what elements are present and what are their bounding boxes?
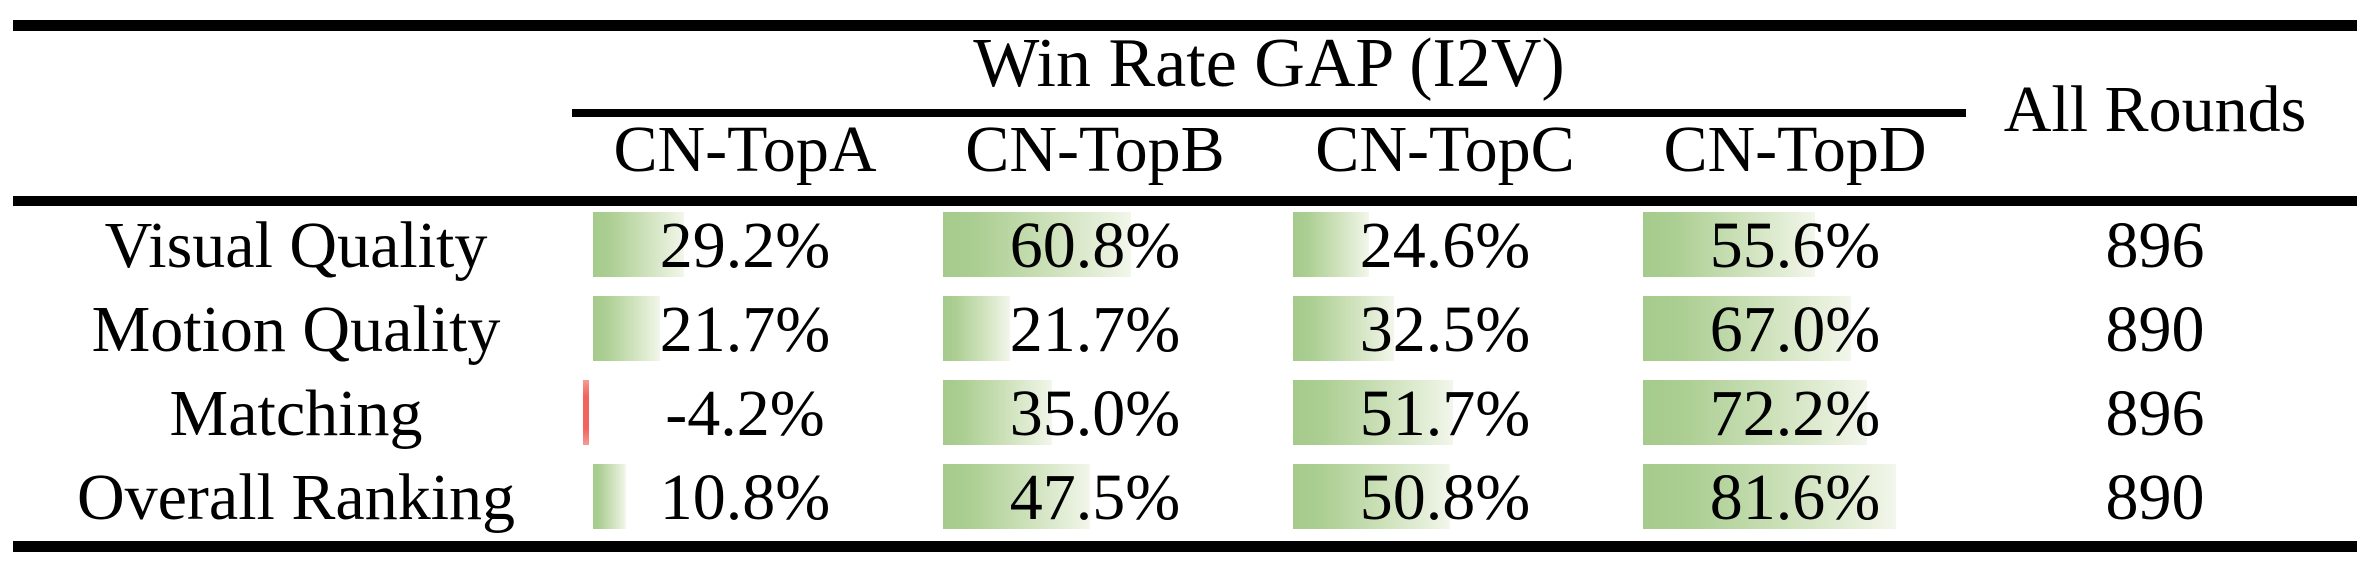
win-rate-cell: 35.0%: [943, 372, 1247, 456]
win-rate-value: 72.2%: [1709, 377, 1881, 450]
win-rate-cell: 10.8%: [593, 456, 897, 540]
win-rate-value: 24.6%: [1359, 209, 1531, 282]
all-rounds-value: 890: [2105, 461, 2205, 534]
group-header-underline: [572, 109, 1966, 117]
all-rounds-value: 896: [2105, 209, 2205, 282]
win-rate-bar: [1293, 464, 1450, 529]
all-rounds-value: 896: [2105, 377, 2205, 450]
table-bottom-rule: [13, 541, 2357, 552]
win-rate-cell: 32.5%: [1293, 288, 1597, 372]
win-rate-cell: 47.5%: [943, 456, 1247, 540]
row-label: Matching: [169, 377, 423, 450]
group-header-win-rate-gap: Win Rate GAP (I2V): [973, 25, 1565, 102]
win-rate-value: 60.8%: [1009, 209, 1181, 282]
column-header-cn-topd: CN-TopD: [1663, 113, 1927, 186]
table-row-visual-quality: Visual Quality 29.2% 60.8% 24.6% 55.6% 8…: [0, 204, 2374, 288]
all-rounds-value: 890: [2105, 293, 2205, 366]
table-row-motion-quality: Motion Quality 21.7% 21.7% 32.5% 67.0% 8…: [0, 288, 2374, 372]
win-rate-cell: 72.2%: [1643, 372, 1947, 456]
win-rate-value: 51.7%: [1359, 377, 1531, 450]
column-header-cn-topb: CN-TopB: [965, 113, 1225, 186]
win-rate-value: 32.5%: [1359, 293, 1531, 366]
win-rate-bar: [1643, 212, 1815, 277]
win-rate-bar: [943, 380, 1052, 445]
win-rate-cell: 21.7%: [593, 288, 897, 372]
win-rate-bar: [1643, 380, 1867, 445]
win-rate-value: -4.2%: [665, 377, 825, 450]
win-rate-value: 29.2%: [659, 209, 831, 282]
win-rate-cell: 51.7%: [1293, 372, 1597, 456]
win-rate-bar: [943, 212, 1131, 277]
win-rate-bar: [1643, 464, 1896, 529]
win-rate-bar: [1643, 296, 1851, 361]
win-rate-cell: 67.0%: [1643, 288, 1947, 372]
win-rate-value: 67.0%: [1709, 293, 1881, 366]
win-rate-cell: 81.6%: [1643, 456, 1947, 540]
win-rate-bar: [1293, 296, 1394, 361]
row-label: Visual Quality: [104, 209, 488, 282]
win-rate-bar: [593, 464, 626, 529]
row-label: Motion Quality: [91, 293, 501, 366]
win-rate-cell: 50.8%: [1293, 456, 1597, 540]
column-header-cn-topc: CN-TopC: [1315, 113, 1575, 186]
win-rate-value: 47.5%: [1009, 461, 1181, 534]
win-rate-value: 50.8%: [1359, 461, 1531, 534]
win-rate-bar: [1293, 380, 1453, 445]
column-header-cn-topa: CN-TopA: [613, 113, 877, 186]
win-rate-cell: 21.7%: [943, 288, 1247, 372]
win-rate-bar-negative: [583, 380, 589, 445]
win-rate-bar: [1293, 212, 1369, 277]
win-rate-value: 55.6%: [1709, 209, 1881, 282]
win-rate-bar: [943, 464, 1090, 529]
table-top-rule: [13, 20, 2357, 31]
win-rate-cell: -4.2%: [583, 372, 897, 456]
win-rate-value: 21.7%: [659, 293, 831, 366]
win-rate-value: 10.8%: [659, 461, 831, 534]
win-rate-value: 21.7%: [1009, 293, 1181, 366]
win-rate-bar: [943, 296, 1010, 361]
win-rate-cell: 24.6%: [1293, 204, 1597, 288]
win-rate-cell: 29.2%: [593, 204, 897, 288]
win-rate-bar: [593, 296, 660, 361]
table-row-matching: Matching -4.2% 35.0% 51.7% 72.2% 896: [0, 372, 2374, 456]
table-row-overall-ranking: Overall Ranking 10.8% 47.5% 50.8% 81.6% …: [0, 456, 2374, 540]
column-header-all-rounds: All Rounds: [2003, 73, 2307, 146]
win-rate-bar: [593, 212, 684, 277]
header-separator-rule: [13, 196, 2357, 206]
win-rate-value: 81.6%: [1709, 461, 1881, 534]
win-rate-value: 35.0%: [1009, 377, 1181, 450]
win-rate-cell: 60.8%: [943, 204, 1247, 288]
win-rate-cell: 55.6%: [1643, 204, 1947, 288]
row-label: Overall Ranking: [76, 461, 516, 534]
